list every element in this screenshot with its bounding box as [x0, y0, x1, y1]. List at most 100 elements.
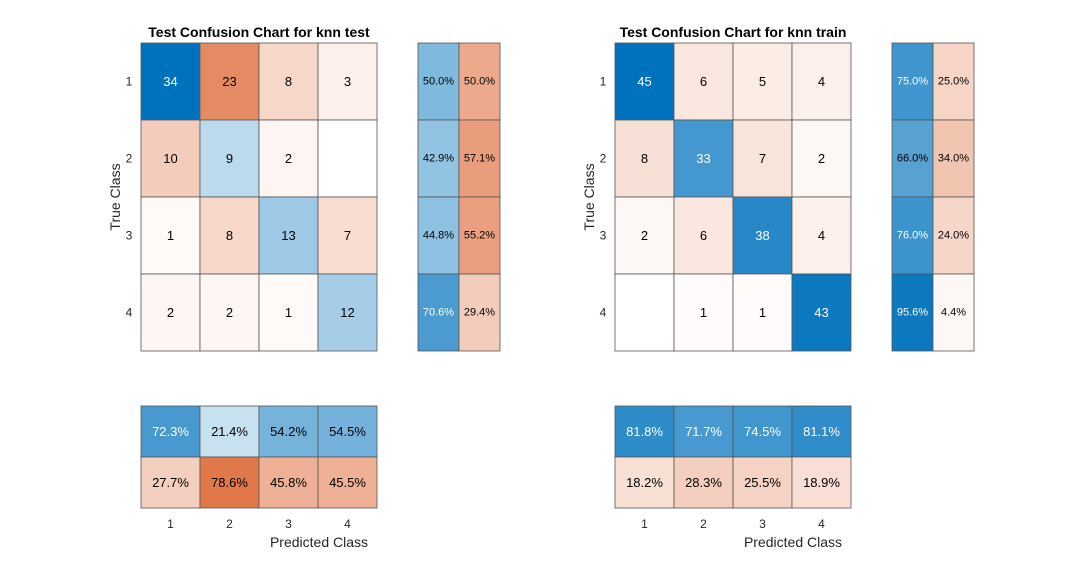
matrix-cell: [258, 273, 319, 352]
row-summary-cell: [417, 119, 460, 198]
matrix-cell-value: 6: [700, 228, 707, 243]
row-summary-value: 66.0%: [897, 153, 928, 165]
column-summary-cell: [673, 405, 734, 458]
row-summary-cell: [417, 273, 460, 352]
matrix-cell-value: 8: [285, 74, 292, 89]
column-summary-cell: [732, 456, 793, 509]
matrix-cell: [614, 119, 675, 198]
column-summary-value: 18.9%: [803, 475, 840, 490]
matrix-cell: [673, 119, 734, 198]
column-summary-value: 78.6%: [211, 475, 248, 490]
row-summary-value: 4.4%: [941, 307, 966, 319]
matrix-cell-value: 10: [163, 151, 177, 166]
x-axis-label: Predicted Class: [270, 534, 368, 550]
column-summary-cell: [199, 456, 260, 509]
column-summary-cell: [317, 405, 378, 458]
column-summary-value: 18.2%: [626, 475, 663, 490]
x-tick-label: 1: [641, 517, 648, 531]
row-summary-value: 50.0%: [464, 76, 495, 88]
row-summary-value: 95.6%: [897, 307, 928, 319]
column-summary-value: 54.2%: [270, 424, 307, 439]
column-summary-value: 74.5%: [744, 424, 781, 439]
matrix-cell-value: 2: [167, 305, 174, 320]
row-summary-value: 55.2%: [464, 230, 495, 242]
matrix-cell: [317, 119, 378, 198]
matrix-cell-value: 13: [281, 228, 295, 243]
row-summary-cell: [932, 273, 975, 352]
column-summary-value: 45.8%: [270, 475, 307, 490]
matrix-cell: [732, 273, 793, 352]
matrix-cell-value: 4: [818, 228, 825, 243]
matrix-cell-value: 8: [226, 228, 233, 243]
row-summary-cell: [458, 273, 501, 352]
y-tick-label: 3: [600, 229, 607, 243]
row-summary-cell: [891, 42, 934, 121]
row-summary-value: 44.8%: [423, 230, 454, 242]
matrix-cell: [140, 42, 201, 121]
row-summary-value: 50.0%: [423, 76, 454, 88]
matrix-cell: [317, 196, 378, 275]
matrix-cell: [258, 196, 319, 275]
column-summary-value: 25.5%: [744, 475, 781, 490]
matrix-cell-value: 1: [759, 305, 766, 320]
chart-title: Test Confusion Chart for knn test: [148, 24, 370, 40]
y-tick-label: 1: [126, 75, 133, 89]
column-summary-cell: [199, 405, 260, 458]
matrix-cell: [199, 273, 260, 352]
matrix-cell: [317, 42, 378, 121]
row-summary-cell: [932, 119, 975, 198]
column-summary-cell: [317, 456, 378, 509]
matrix-cell-value: 34: [163, 74, 177, 89]
matrix-cell: [732, 196, 793, 275]
y-tick-label: 4: [126, 306, 133, 320]
matrix-cell-value: 1: [285, 305, 292, 320]
y-tick-label: 4: [600, 306, 607, 320]
y-axis-label: True Class: [581, 163, 597, 230]
row-summary-value: 34.0%: [938, 153, 969, 165]
matrix-cell-value: 12: [340, 305, 354, 320]
matrix-cell-value: 1: [700, 305, 707, 320]
matrix-cell-value: 43: [814, 305, 828, 320]
matrix-cell-value: 6: [700, 74, 707, 89]
x-tick-label: 4: [344, 517, 351, 531]
matrix-cell-value: 38: [755, 228, 769, 243]
matrix-cell: [199, 119, 260, 198]
matrix-cell: [614, 196, 675, 275]
row-summary-cell: [417, 42, 460, 121]
matrix-cell: [317, 273, 378, 352]
y-tick-label: 3: [126, 229, 133, 243]
matrix-cell-value: 7: [759, 151, 766, 166]
column-summary-value: 81.8%: [626, 424, 663, 439]
row-summary-cell: [891, 119, 934, 198]
x-tick-label: 2: [226, 517, 233, 531]
x-axis-label: Predicted Class: [744, 534, 842, 550]
column-summary-value: 27.7%: [152, 475, 189, 490]
row-summary-value: 25.0%: [938, 76, 969, 88]
matrix-cell-value: 7: [344, 228, 351, 243]
x-tick-label: 3: [759, 517, 766, 531]
matrix-cell: [199, 42, 260, 121]
matrix-cell-value: 8: [641, 151, 648, 166]
row-summary-cell: [932, 196, 975, 275]
row-summary-value: 24.0%: [938, 230, 969, 242]
x-tick-label: 1: [167, 517, 174, 531]
row-summary-value: 57.1%: [464, 153, 495, 165]
column-summary-cell: [673, 456, 734, 509]
row-summary-cell: [458, 196, 501, 275]
column-summary-value: 28.3%: [685, 475, 722, 490]
x-tick-label: 3: [285, 517, 292, 531]
y-tick-label: 1: [600, 75, 607, 89]
y-axis-label: True Class: [107, 163, 123, 230]
row-summary-value: 76.0%: [897, 230, 928, 242]
column-summary-value: 54.5%: [329, 424, 366, 439]
column-summary-value: 72.3%: [152, 424, 189, 439]
row-summary-value: 42.9%: [423, 153, 454, 165]
matrix-cell-value: 3: [344, 74, 351, 89]
row-summary-cell: [932, 42, 975, 121]
matrix-cell-value: 4: [818, 74, 825, 89]
row-summary-cell: [891, 273, 934, 352]
matrix-cell: [791, 42, 852, 121]
x-tick-label: 4: [818, 517, 825, 531]
